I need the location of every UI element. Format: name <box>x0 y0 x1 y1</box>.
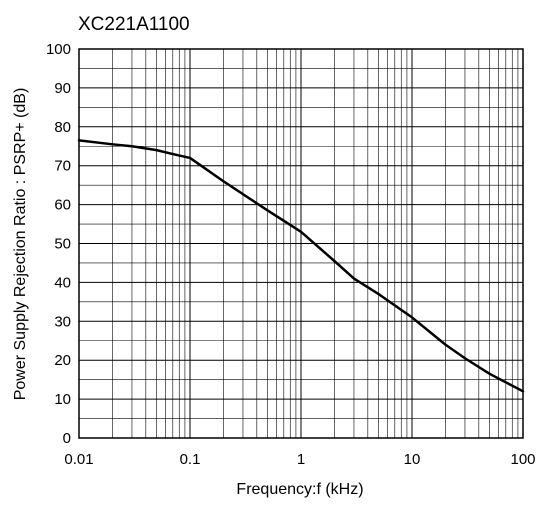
y-tick-label: 40 <box>54 274 71 291</box>
x-tick-label: 0.01 <box>64 451 93 468</box>
series-layer <box>77 139 525 393</box>
x-tick-label: 0.1 <box>180 451 201 468</box>
x-axis-label: Frequency:f (kHz) <box>236 481 363 498</box>
x-tick-label: 10 <box>404 451 421 468</box>
y-tick-label: 80 <box>54 119 71 136</box>
x-tick-label: 100 <box>510 451 535 468</box>
y-tick-label: 90 <box>54 80 71 97</box>
x-tick-label: 1 <box>297 451 305 468</box>
y-tick-label: 60 <box>54 197 71 214</box>
y-axis-label: Power Supply Rejection Ratio : PSRP+ (dB… <box>12 88 29 401</box>
y-tick-label: 20 <box>54 352 71 369</box>
psrr-series-line <box>77 139 525 393</box>
y-tick-label: 100 <box>46 41 71 58</box>
y-tick-label: 70 <box>54 158 71 175</box>
chart-title: XC221A1100 <box>78 14 190 35</box>
y-axis-ticks: 0 10 20 30 40 50 60 70 80 90 100 <box>46 41 71 447</box>
y-tick-label: 30 <box>54 313 71 330</box>
y-tick-label: 50 <box>54 236 71 253</box>
y-tick-label: 10 <box>54 391 71 408</box>
y-tick-label: 0 <box>63 430 71 447</box>
x-axis-ticks: 0.01 0.1 1 10 100 <box>64 451 535 468</box>
grid <box>78 48 523 439</box>
plot-area <box>78 48 524 439</box>
